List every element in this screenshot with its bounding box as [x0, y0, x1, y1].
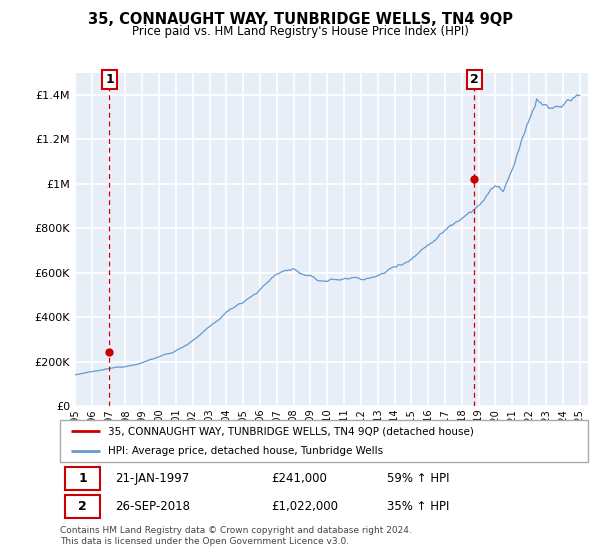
Text: £1,022,000: £1,022,000: [271, 500, 338, 512]
Text: 21-JAN-1997: 21-JAN-1997: [115, 472, 190, 485]
FancyBboxPatch shape: [65, 494, 100, 517]
Text: 1: 1: [105, 73, 114, 86]
Text: Price paid vs. HM Land Registry's House Price Index (HPI): Price paid vs. HM Land Registry's House …: [131, 25, 469, 38]
Text: 2: 2: [470, 73, 479, 86]
Text: £241,000: £241,000: [271, 472, 327, 485]
Text: Contains HM Land Registry data © Crown copyright and database right 2024.
This d: Contains HM Land Registry data © Crown c…: [60, 526, 412, 546]
Text: 2: 2: [78, 500, 87, 512]
Text: 35% ↑ HPI: 35% ↑ HPI: [388, 500, 450, 512]
Text: 35, CONNAUGHT WAY, TUNBRIDGE WELLS, TN4 9QP: 35, CONNAUGHT WAY, TUNBRIDGE WELLS, TN4 …: [88, 12, 512, 27]
Text: 35, CONNAUGHT WAY, TUNBRIDGE WELLS, TN4 9QP (detached house): 35, CONNAUGHT WAY, TUNBRIDGE WELLS, TN4 …: [107, 426, 473, 436]
Text: HPI: Average price, detached house, Tunbridge Wells: HPI: Average price, detached house, Tunb…: [107, 446, 383, 456]
FancyBboxPatch shape: [65, 466, 100, 490]
Text: 26-SEP-2018: 26-SEP-2018: [115, 500, 190, 512]
Text: 59% ↑ HPI: 59% ↑ HPI: [388, 472, 450, 485]
Text: 1: 1: [78, 472, 87, 485]
